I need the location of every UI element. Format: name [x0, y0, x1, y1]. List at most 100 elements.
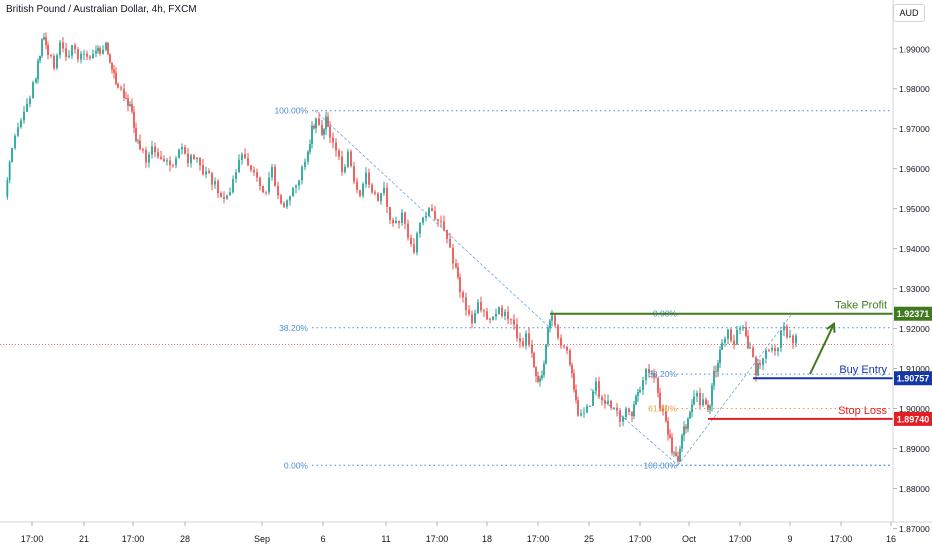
candle-body — [105, 42, 107, 50]
candle-body — [486, 311, 488, 320]
candle-body — [283, 203, 285, 207]
candle-body — [401, 212, 403, 224]
stop-loss-price-text: 1.89740 — [897, 414, 930, 424]
candle-body — [311, 125, 313, 144]
candle-body — [268, 177, 270, 193]
candle-body — [757, 363, 759, 376]
candle-body — [522, 341, 524, 346]
candle-body — [166, 160, 168, 162]
candles — [6, 32, 797, 464]
candle-body — [613, 407, 615, 409]
candle-body — [6, 179, 9, 197]
candle-body — [628, 408, 630, 413]
candle-body — [181, 146, 183, 150]
price-tick-label: 1.95000 — [899, 204, 930, 214]
price-tick-label: 1.94000 — [899, 244, 930, 254]
candle-body — [557, 325, 559, 338]
time-tick-label: 17:00 — [729, 534, 752, 544]
candle-body — [533, 353, 535, 368]
candle-body — [792, 335, 794, 344]
candle-body — [71, 45, 73, 56]
stop-loss-price-tag — [894, 411, 932, 426]
candle-body — [749, 347, 751, 349]
candle-body — [709, 405, 711, 410]
candle-body — [554, 315, 556, 326]
candle-body — [80, 53, 82, 60]
candle-body — [774, 348, 776, 352]
candle-body — [492, 316, 494, 320]
candle-body — [755, 357, 757, 376]
candle-body — [169, 160, 171, 166]
candle-body — [789, 335, 791, 338]
candle-body — [569, 350, 571, 365]
candle-body — [45, 37, 47, 46]
candle-body — [669, 434, 671, 438]
time-tick-label: 11 — [381, 534, 390, 544]
price-tick-label: 1.89000 — [899, 444, 930, 454]
candle-body — [639, 389, 641, 392]
candle-body — [645, 368, 647, 381]
candle-body — [129, 104, 131, 106]
candle-body — [262, 185, 264, 193]
candle-body — [425, 216, 427, 218]
candle-body — [455, 263, 457, 268]
candle-body — [545, 344, 547, 364]
candle-body — [217, 181, 219, 194]
candle-body — [135, 127, 137, 141]
candle-body — [199, 157, 201, 166]
price-tick-label: 1.97000 — [899, 124, 930, 134]
candle-body — [457, 267, 459, 278]
candle-body — [238, 159, 240, 173]
candle-body — [318, 118, 320, 125]
candle-body — [762, 358, 764, 365]
trend-line — [314, 110, 551, 329]
candle-body — [37, 60, 39, 79]
candle-body — [335, 142, 337, 151]
candle-body — [151, 146, 153, 155]
candle-body — [477, 302, 479, 314]
currency-badge[interactable]: AUD — [893, 4, 925, 22]
candle-body — [301, 167, 303, 181]
candle-body — [398, 220, 400, 224]
candle-body — [32, 82, 34, 99]
candle-body — [589, 405, 591, 407]
candle-body — [687, 418, 689, 429]
candle-body — [344, 166, 346, 173]
candle-body — [434, 210, 436, 220]
candle-body — [659, 392, 661, 409]
candle-body — [77, 49, 79, 60]
candle-body — [489, 319, 491, 321]
candle-body — [616, 407, 618, 411]
candle-body — [298, 180, 300, 186]
time-tick-label: 17:00 — [527, 534, 550, 544]
candle-body — [633, 404, 635, 417]
candle-body — [250, 165, 252, 171]
candle-body — [53, 55, 55, 69]
candle-body — [592, 391, 594, 406]
candle-body — [607, 400, 609, 404]
candle-body — [347, 151, 349, 167]
candle-body — [730, 329, 732, 341]
candle-body — [715, 371, 717, 372]
stop-loss-label: Stop Loss — [838, 405, 887, 417]
candle-body — [474, 313, 476, 324]
time-axis: 17:00 21 17:00 28 Sep 6 11 17:00 18 17:00 25 17:00 O… — [21, 522, 896, 544]
candle-body — [14, 135, 16, 149]
candle-body — [184, 146, 186, 154]
candle-body — [368, 172, 370, 185]
candle-body — [419, 222, 421, 234]
candle-body — [449, 238, 451, 248]
candle-body — [653, 372, 655, 378]
candle-body — [495, 313, 497, 317]
time-tick-label: 21 — [79, 534, 89, 544]
candle-body — [253, 170, 255, 173]
candle-body — [786, 326, 788, 338]
candle-body — [120, 87, 122, 89]
candle-body — [125, 97, 127, 99]
candle-body — [667, 420, 669, 435]
price-tick-label: 1.87000 — [899, 524, 930, 534]
candle-body — [8, 161, 11, 180]
candle-body — [123, 88, 125, 98]
